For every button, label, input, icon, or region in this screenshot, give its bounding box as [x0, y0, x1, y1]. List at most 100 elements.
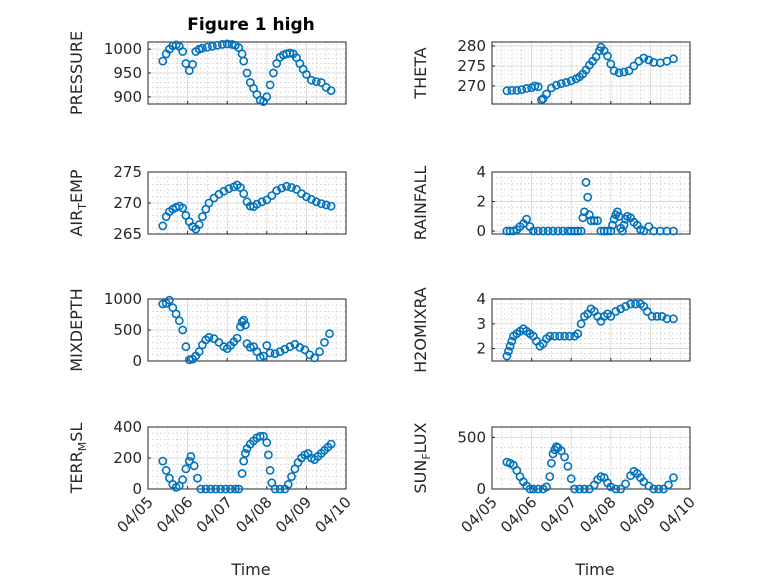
data-point [512, 86, 522, 95]
data-point [585, 210, 594, 220]
subplot-air-temp: 265 270 275 AIRTEMP [67, 163, 347, 243]
series-points [158, 39, 336, 106]
data-point [644, 55, 654, 65]
axes-frame [491, 41, 691, 105]
data-point [616, 484, 626, 494]
data-point [548, 226, 558, 236]
data-point [265, 465, 275, 475]
y-tick-label: 950 [113, 64, 142, 82]
data-point [270, 484, 280, 494]
data-point [553, 226, 563, 236]
y-tick-label: 900 [113, 88, 142, 106]
data-point [326, 201, 336, 211]
y-axis-label: AIRTEMP [67, 169, 89, 236]
subplot-pressure: 900 950 1000 PRESSURE [67, 31, 347, 115]
series-points [502, 299, 678, 361]
data-point [287, 472, 296, 481]
series-points [158, 295, 334, 365]
data-point [576, 226, 586, 236]
data-point [239, 456, 249, 466]
data-point [639, 53, 649, 63]
data-point [262, 195, 272, 205]
data-point [647, 311, 657, 321]
y-tick-label: 500 [113, 321, 142, 339]
data-point [528, 484, 538, 494]
data-point [606, 226, 616, 236]
data-point [263, 450, 273, 460]
data-point [280, 344, 290, 354]
data-point [593, 216, 602, 226]
x-axis-label-right: Time [574, 560, 614, 579]
axes-frame [491, 171, 691, 235]
data-point [507, 336, 517, 346]
data-point [570, 484, 579, 494]
y-axis-label: RAINFALL [411, 166, 430, 241]
data-point [548, 449, 558, 459]
y-tick-label: 0 [476, 222, 486, 240]
data-point [621, 479, 630, 489]
data-point [196, 484, 206, 494]
data-point [178, 325, 188, 335]
subplot-rainfall: 0 2 4 RAINFALL [411, 163, 691, 241]
data-point [242, 68, 252, 78]
data-point [552, 80, 561, 90]
data-point [555, 331, 564, 341]
data-point [178, 47, 188, 56]
data-point [161, 465, 171, 475]
data-point [301, 192, 311, 202]
y-tick-label: 0 [132, 480, 142, 498]
data-point [575, 484, 584, 494]
subplot-h2omixra: 2 3 4 H2OMIXRA [411, 287, 691, 373]
data-point [326, 86, 336, 95]
data-point [216, 484, 225, 494]
data-point [565, 331, 574, 341]
data-point [235, 322, 245, 332]
data-point [545, 331, 555, 341]
subplot-theta: 270 275 280 THETA [411, 37, 691, 105]
series-points [158, 180, 336, 234]
data-point [522, 84, 531, 93]
axes-frame [147, 426, 347, 490]
data-point [206, 484, 216, 494]
data-point [239, 315, 249, 325]
data-point [537, 95, 546, 105]
data-point [211, 484, 221, 494]
data-point [306, 75, 316, 85]
data-point [576, 319, 586, 329]
series-points [502, 442, 678, 494]
data-point [611, 484, 621, 494]
data-point [629, 61, 639, 71]
data-point [556, 79, 566, 88]
data-point [306, 194, 316, 204]
y-tick-label: 280 [457, 37, 486, 55]
data-point [188, 60, 197, 69]
series-points [502, 42, 678, 105]
data-point [221, 484, 230, 494]
data-point [606, 482, 616, 492]
data-point [207, 41, 217, 51]
data-point [197, 43, 207, 53]
data-point [226, 484, 235, 494]
data-point [252, 199, 262, 209]
data-point [580, 484, 589, 494]
data-point [234, 484, 244, 494]
data-point [573, 329, 583, 339]
axes-background [491, 41, 691, 105]
data-point [566, 76, 576, 86]
data-point [237, 469, 247, 478]
data-point [232, 333, 242, 343]
data-point [639, 226, 649, 236]
y-axis-label: SUNFLUX [411, 422, 433, 493]
data-point [573, 226, 583, 236]
data-point [164, 295, 174, 305]
axes-frame [491, 298, 691, 362]
data-point [614, 68, 624, 78]
y-tick-label: 265 [113, 225, 142, 243]
data-point [292, 184, 301, 194]
y-axis-label: THETA [411, 47, 430, 99]
y-tick-label: 0 [132, 352, 142, 370]
y-tick-label: 200 [113, 449, 142, 467]
data-point [545, 472, 555, 481]
data-point [184, 456, 194, 466]
